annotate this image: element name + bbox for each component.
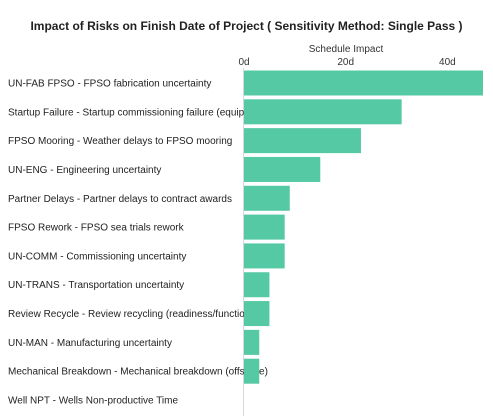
bar bbox=[244, 329, 260, 355]
bar bbox=[244, 185, 290, 211]
chart-title: Impact of Risks on Finish Date of Projec… bbox=[30, 19, 463, 33]
category-label: UN-ENG - Engineering uncertainty bbox=[8, 165, 161, 176]
bars bbox=[244, 70, 483, 384]
category-label: Partner Delays - Partner delays to contr… bbox=[8, 194, 232, 205]
bar bbox=[244, 70, 483, 96]
bar bbox=[244, 301, 270, 327]
category-label: UN-MAN - Manufacturing uncertainty bbox=[8, 338, 172, 349]
bar bbox=[244, 358, 260, 384]
x-axis-ticks: 0d 20d 40d bbox=[238, 57, 455, 68]
category-labels: UN-FAB FPSO - FPSO fabrication uncertain… bbox=[8, 79, 270, 407]
x-tick-label: 0d bbox=[238, 57, 249, 68]
category-label: Well NPT - Wells Non-productive Time bbox=[8, 396, 178, 407]
bar bbox=[244, 156, 321, 182]
bar bbox=[244, 128, 361, 154]
category-label: FPSO Mooring - Weather delays to FPSO mo… bbox=[8, 136, 232, 147]
x-tick-label: 20d bbox=[337, 57, 354, 68]
category-label: UN-TRANS - Transportation uncertainty bbox=[8, 280, 184, 291]
category-label: FPSO Rework - FPSO sea trials rework bbox=[8, 223, 185, 234]
category-label: UN-FAB FPSO - FPSO fabrication uncertain… bbox=[8, 79, 211, 90]
category-label: Mechanical Breakdown - Mechanical breakd… bbox=[8, 367, 268, 378]
x-axis-title: Schedule Impact bbox=[308, 44, 384, 55]
bar bbox=[244, 99, 402, 125]
bar bbox=[244, 214, 285, 240]
bar bbox=[244, 272, 270, 298]
bar bbox=[244, 243, 285, 269]
category-label: Review Recycle - Review recycling (readi… bbox=[8, 309, 261, 320]
x-tick-label: 40d bbox=[439, 57, 456, 68]
category-label: UN-COMM - Commissioning uncertainty bbox=[8, 251, 186, 262]
category-label: Startup Failure - Startup commissioning … bbox=[8, 107, 270, 118]
